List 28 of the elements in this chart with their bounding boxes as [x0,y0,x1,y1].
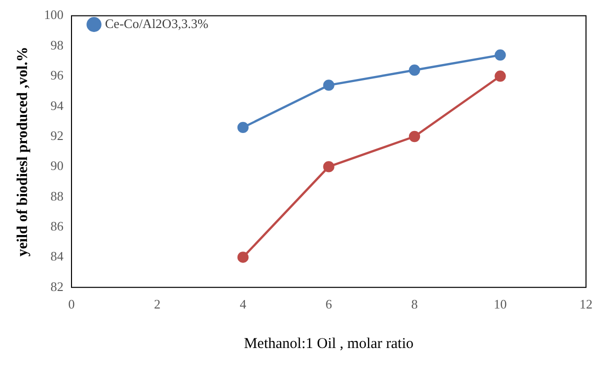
y-tick-label: 96 [50,68,64,83]
x-tick-label: 0 [68,296,75,312]
point [494,49,506,61]
x-tick-label: 8 [411,296,418,312]
point [408,64,420,76]
point [323,161,334,172]
y-tick-label: 82 [50,278,64,294]
y-tick-label: 88 [50,188,64,204]
x-tick-label: 4 [240,296,247,312]
x-tick-label: 6 [326,296,332,312]
y-tick-label: 94 [50,98,64,113]
y-axis-title: yeild of biodiesl produced ,vol.% [14,46,31,256]
point [494,70,506,82]
y-tick-label: 86 [50,218,64,234]
x-axis-title: Methanol:1 Oil , molar ratio [244,336,414,352]
point [408,130,420,142]
legend-label: Ce-Co/Al2O3,3.3% [105,16,208,31]
y-tick-label: 100 [44,7,64,22]
y-tick-label: 92 [50,128,64,143]
x-tick-label: 2 [154,296,160,312]
point [323,80,334,91]
y-tick-label: 98 [50,37,64,52]
point [237,122,249,134]
y-tick-label: 84 [50,248,64,264]
x-tick-label: 12 [580,296,592,312]
y-tick-label: 90 [50,158,64,174]
x-tick-label: 10 [494,296,507,312]
point [237,252,249,263]
